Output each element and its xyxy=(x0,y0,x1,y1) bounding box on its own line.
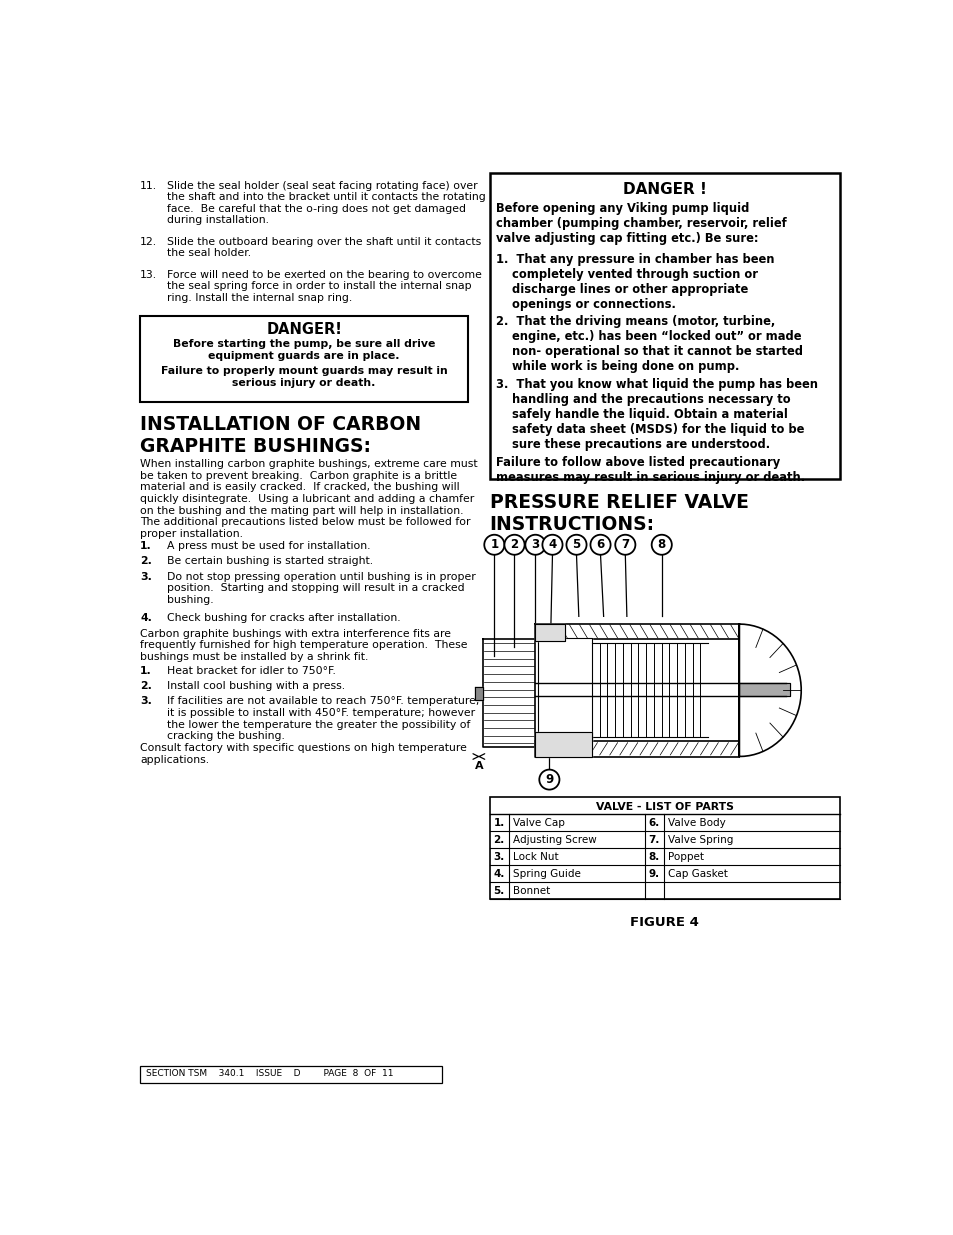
Circle shape xyxy=(590,535,610,555)
Text: 12.: 12. xyxy=(140,237,157,247)
Text: Lock Nut: Lock Nut xyxy=(513,852,558,862)
Text: If facilities are not available to reach 750°F. temperature,
it is possible to i: If facilities are not available to reach… xyxy=(167,697,479,741)
Polygon shape xyxy=(535,624,739,640)
Text: 6.: 6. xyxy=(648,818,659,829)
Text: 1.: 1. xyxy=(493,818,504,829)
Text: Adjusting Screw: Adjusting Screw xyxy=(513,835,596,845)
Text: 6: 6 xyxy=(596,538,604,551)
Text: Poppet: Poppet xyxy=(667,852,703,862)
Text: Bonnet: Bonnet xyxy=(513,885,550,895)
Polygon shape xyxy=(535,732,592,757)
Polygon shape xyxy=(482,640,535,747)
Text: 5.: 5. xyxy=(493,885,504,895)
Bar xyxy=(140,316,468,403)
Bar xyxy=(140,1066,442,1083)
Text: Heat bracket for idler to 750°F.: Heat bracket for idler to 750°F. xyxy=(167,667,335,677)
Text: When installing carbon graphite bushings, extreme care must
be taken to prevent : When installing carbon graphite bushings… xyxy=(140,459,477,538)
Text: 1.: 1. xyxy=(140,541,152,551)
Text: Carbon graphite bushings with extra interference fits are
frequently furnished f: Carbon graphite bushings with extra inte… xyxy=(140,629,467,662)
Text: 8.: 8. xyxy=(648,852,659,862)
Circle shape xyxy=(538,769,558,789)
Text: Before opening any Viking pump liquid
chamber (pumping chamber, reservoir, relie: Before opening any Viking pump liquid ch… xyxy=(496,203,786,245)
Text: 4: 4 xyxy=(548,538,556,551)
Text: 11.: 11. xyxy=(140,180,157,190)
Text: Be certain bushing is started straight.: Be certain bushing is started straight. xyxy=(167,556,373,567)
Text: Do not stop pressing operation until bushing is in proper
position.  Starting an: Do not stop pressing operation until bus… xyxy=(167,572,476,605)
Text: FIGURE 4: FIGURE 4 xyxy=(630,916,699,929)
Text: 13.: 13. xyxy=(140,270,157,280)
Text: 2.: 2. xyxy=(493,835,504,845)
Text: Force will need to be exerted on the bearing to overcome
the seal spring force i: Force will need to be exerted on the bea… xyxy=(167,270,481,303)
Text: 2.: 2. xyxy=(140,556,152,567)
Bar xyxy=(489,173,840,479)
Circle shape xyxy=(525,535,545,555)
Polygon shape xyxy=(739,683,789,697)
Text: 5: 5 xyxy=(572,538,580,551)
Text: 3.: 3. xyxy=(140,697,152,706)
Text: 3: 3 xyxy=(531,538,539,551)
Circle shape xyxy=(504,535,524,555)
Circle shape xyxy=(615,535,635,555)
Text: DANGER !: DANGER ! xyxy=(622,182,706,198)
Text: Consult factory with specific questions on high temperature
applications.: Consult factory with specific questions … xyxy=(140,743,467,764)
Circle shape xyxy=(542,535,562,555)
Text: 4.: 4. xyxy=(140,614,152,624)
Text: PRESSURE RELIEF VALVE
INSTRUCTIONS:: PRESSURE RELIEF VALVE INSTRUCTIONS: xyxy=(489,493,748,535)
Text: 7: 7 xyxy=(620,538,629,551)
Text: A: A xyxy=(474,761,482,771)
Text: 3.: 3. xyxy=(140,572,152,582)
Text: INSTALLATION OF CARBON
GRAPHITE BUSHINGS:: INSTALLATION OF CARBON GRAPHITE BUSHINGS… xyxy=(140,415,421,456)
Text: 2.: 2. xyxy=(140,680,152,692)
Polygon shape xyxy=(535,741,739,757)
Text: Valve Cap: Valve Cap xyxy=(513,818,564,829)
Text: 3.  That you know what liquid the pump has been
    handling and the precautions: 3. That you know what liquid the pump ha… xyxy=(496,378,817,452)
Text: Slide the seal holder (seal seat facing rotating face) over
the shaft and into t: Slide the seal holder (seal seat facing … xyxy=(167,180,485,225)
Polygon shape xyxy=(739,624,801,757)
Text: 9: 9 xyxy=(545,773,553,787)
Text: A press must be used for installation.: A press must be used for installation. xyxy=(167,541,371,551)
Text: Slide the outboard bearing over the shaft until it contacts
the seal holder.: Slide the outboard bearing over the shaf… xyxy=(167,237,481,258)
Text: 1.: 1. xyxy=(140,667,152,677)
Text: VALVE - LIST OF PARTS: VALVE - LIST OF PARTS xyxy=(596,802,733,811)
Text: 2: 2 xyxy=(510,538,518,551)
Text: 3.: 3. xyxy=(493,852,504,862)
Polygon shape xyxy=(535,624,564,641)
Text: Install cool bushing with a press.: Install cool bushing with a press. xyxy=(167,680,345,692)
Text: Spring Guide: Spring Guide xyxy=(513,869,580,879)
Text: 7.: 7. xyxy=(648,835,659,845)
Text: 4.: 4. xyxy=(493,869,504,879)
Circle shape xyxy=(484,535,504,555)
Polygon shape xyxy=(537,638,592,741)
Text: Failure to follow above listed precautionary
measures may result in serious inju: Failure to follow above listed precautio… xyxy=(496,456,804,484)
Text: Failure to properly mount guards may result in
serious injury or death.: Failure to properly mount guards may res… xyxy=(160,366,447,388)
Text: 1.  That any pressure in chamber has been
    completely vented through suction : 1. That any pressure in chamber has been… xyxy=(496,253,774,311)
Text: 1: 1 xyxy=(490,538,497,551)
Text: 2.  That the driving means (motor, turbine,
    engine, etc.) has been “locked o: 2. That the driving means (motor, turbin… xyxy=(496,315,802,373)
Text: DANGER!: DANGER! xyxy=(266,322,342,337)
Text: Check bushing for cracks after installation.: Check bushing for cracks after installat… xyxy=(167,614,400,624)
Text: Cap Gasket: Cap Gasket xyxy=(667,869,727,879)
Text: Valve Spring: Valve Spring xyxy=(667,835,733,845)
Circle shape xyxy=(651,535,671,555)
Text: 8: 8 xyxy=(657,538,665,551)
Polygon shape xyxy=(475,687,482,699)
Text: Before starting the pump, be sure all drive
equipment guards are in place.: Before starting the pump, be sure all dr… xyxy=(172,340,435,361)
Bar xyxy=(489,798,840,899)
Text: SECTION TSM    340.1    ISSUE    D        PAGE  8  OF  11: SECTION TSM 340.1 ISSUE D PAGE 8 OF 11 xyxy=(146,1070,394,1078)
Circle shape xyxy=(566,535,586,555)
Text: Valve Body: Valve Body xyxy=(667,818,725,829)
Text: 9.: 9. xyxy=(648,869,659,879)
